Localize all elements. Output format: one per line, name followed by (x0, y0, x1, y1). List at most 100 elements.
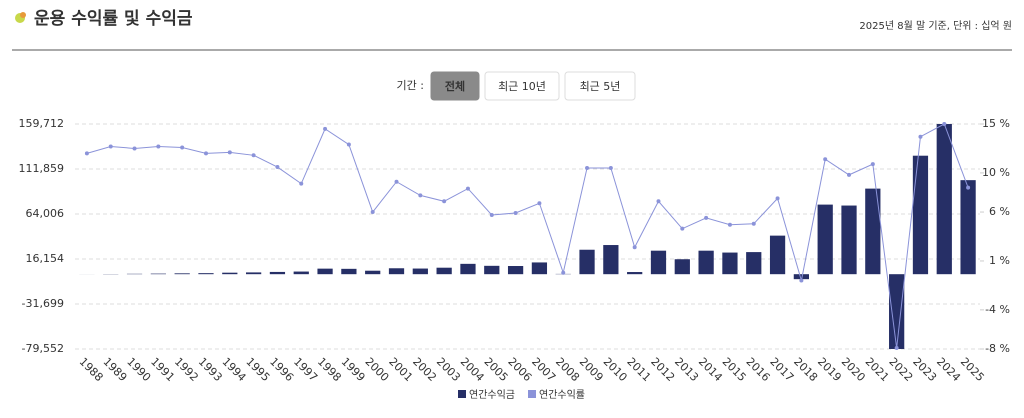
bar (388, 268, 405, 275)
button-label[interactable]: 최근 5년 (580, 80, 621, 93)
filter-label: 기간 : (397, 79, 424, 92)
line-point (656, 199, 661, 204)
bar (293, 271, 309, 275)
x-tick-label: 2015 (720, 355, 749, 384)
line-point (132, 146, 137, 151)
x-tick-label: 2025 (958, 355, 987, 384)
bar (198, 273, 214, 275)
filter-buttons: 전체 최근 10년 최근 5년 (430, 71, 636, 101)
line-point (299, 181, 304, 186)
x-tick-label: 2016 (744, 355, 773, 384)
y-tick-label: 159,712 (19, 117, 65, 130)
line-point (180, 145, 185, 150)
x-tick-label: 2011 (624, 355, 653, 384)
x-tick-label: 2024 (934, 355, 963, 384)
line-point (942, 122, 947, 126)
bar (674, 259, 690, 275)
button-box[interactable] (430, 71, 480, 101)
x-tick-label: 1995 (243, 355, 272, 384)
line-point (203, 151, 208, 156)
bar (150, 273, 166, 275)
bar (793, 274, 810, 280)
x-tick-label: 2005 (482, 355, 511, 384)
button-box[interactable] (484, 71, 560, 101)
y-tick-label: 16,154 (26, 252, 65, 265)
y2-tick-label: -8 % (985, 342, 1010, 355)
filter-button[interactable]: 전체 (430, 71, 480, 101)
bar (317, 268, 333, 275)
bar (174, 273, 190, 275)
x-tick-label: 2004 (458, 355, 487, 384)
y-tick-label: 64,006 (26, 207, 65, 220)
x-tick-label: 2020 (839, 355, 868, 384)
legend-swatch (458, 390, 466, 398)
line-point (751, 221, 756, 226)
x-tick-label: 2008 (553, 355, 582, 384)
bar (936, 124, 952, 275)
bar (841, 205, 857, 275)
x-tick-label: 1991 (148, 355, 177, 384)
filter-button[interactable]: 최근 5년 (564, 71, 636, 101)
x-tick-label: 1997 (291, 355, 320, 384)
x-tick-label: 2023 (910, 355, 939, 384)
bar (341, 268, 357, 275)
x-tick-label: 1990 (124, 355, 153, 384)
x-tick-label: 2000 (362, 355, 391, 384)
button-label[interactable]: 전체 (445, 79, 465, 93)
bar (889, 274, 905, 349)
y2-tick-label: 1 % (989, 254, 1010, 267)
x-tick-label: 2007 (529, 355, 558, 384)
line-point (346, 142, 351, 147)
bar (436, 267, 452, 275)
line-point (799, 278, 804, 283)
x-tick-label: 1992 (172, 355, 201, 384)
line-point (775, 196, 780, 201)
y2-tick-label: 15 % (982, 117, 1010, 130)
legend-label: 연간수익률 (539, 389, 585, 401)
line-point (966, 185, 971, 190)
bar (531, 262, 548, 275)
x-tick-label: 2014 (696, 355, 725, 384)
line-point (847, 172, 852, 177)
line-point (394, 179, 399, 184)
title-icon-dot (20, 12, 26, 18)
line-point (870, 162, 875, 167)
line-point (585, 166, 590, 171)
bar (722, 252, 738, 275)
x-tick-label: 2003 (434, 355, 463, 384)
y2-tick-label: -4 % (985, 303, 1010, 316)
line-point (323, 126, 328, 131)
line-point (823, 157, 828, 162)
y-tick-label: -31,699 (22, 297, 64, 310)
line-point (489, 212, 494, 217)
x-tick-label: 1989 (100, 355, 129, 384)
bar (484, 265, 500, 275)
unit-note: 2025년 8월 말 기준, 단위 : 십억 원 (859, 19, 1012, 32)
plot: -79,552 -31,699 16,154 64,006 111,859 159,712… (19, 117, 1011, 401)
x-tick-label: 2006 (505, 355, 534, 384)
x-tick-label: 2002 (410, 355, 439, 384)
x-tick-label: 1999 (339, 355, 368, 384)
line-point (156, 144, 161, 149)
y-tick-label: 111,859 (19, 162, 65, 175)
button-box[interactable] (564, 71, 636, 101)
line-point (84, 151, 89, 156)
line-point (561, 270, 566, 275)
bar (269, 271, 286, 275)
line-point (727, 222, 732, 227)
bar (603, 245, 619, 275)
x-tick-label: 2021 (863, 355, 892, 384)
x-tick-label: 2018 (791, 355, 820, 384)
line-point (442, 199, 447, 204)
bar (769, 235, 786, 275)
bar (746, 252, 762, 275)
line-point (465, 186, 470, 191)
bar (579, 249, 595, 275)
bar (865, 188, 881, 275)
bar (412, 268, 428, 275)
x-tick-label: 2022 (886, 355, 915, 384)
button-label[interactable]: 최근 10년 (498, 80, 546, 93)
y2-tick-label: 6 % (989, 205, 1010, 218)
filter-button[interactable]: 최근 10년 (484, 71, 560, 101)
